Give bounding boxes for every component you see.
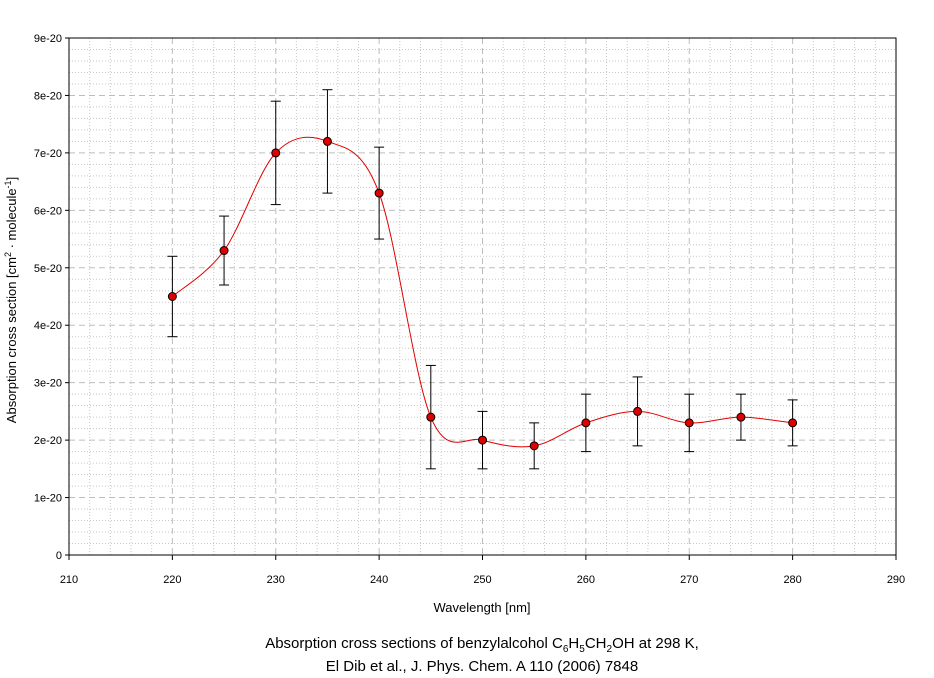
data-point — [426, 412, 436, 422]
caption-prefix: Absorption cross sections of benzylalcoh… — [265, 635, 563, 652]
x-axis-title: Wavelength [nm] — [433, 600, 530, 615]
caption-line-1: Absorption cross sections of benzylalcoh… — [0, 633, 934, 661]
data-point — [478, 435, 487, 445]
x-tick-label: 230 — [267, 574, 285, 586]
y-tick-label: 1e-20 — [34, 493, 62, 505]
data-point — [633, 406, 643, 416]
x-tick-label: 260 — [577, 574, 595, 586]
y-tick-label: 3e-20 — [34, 378, 62, 390]
caption-suffix: OH at 298 K, — [612, 635, 699, 652]
y-tick-label: 9e-20 — [34, 33, 62, 45]
caption-line-2: El Dib et al., J. Phys. Chem. A 110 (200… — [325, 658, 639, 675]
data-point — [167, 292, 177, 301]
y-axis-title-sup2: -1 — [3, 180, 13, 188]
data-point — [684, 418, 694, 428]
data-markers — [167, 136, 798, 451]
minor-grid — [69, 38, 896, 555]
x-tick-label: 210 — [60, 574, 78, 586]
y-tick-label: 6e-20 — [34, 205, 62, 217]
data-point — [271, 148, 281, 158]
caption-h: H — [568, 635, 580, 652]
y-axis-title-prefix: Absorption cross section [cm — [4, 257, 19, 423]
x-axis-ticks: 210 220 230 240 250 260 270 280 290 — [60, 555, 905, 586]
y-tick-label: 0 — [56, 550, 62, 562]
caption-sub-3: 2 — [606, 644, 613, 655]
y-axis-title-suffix: ] — [4, 177, 19, 181]
caption-sub-2: 5 — [579, 644, 585, 655]
x-tick-label: 280 — [783, 574, 801, 586]
y-tick-label: 7e-20 — [34, 148, 62, 160]
caption-sub-1: 6 — [562, 644, 569, 655]
data-point — [736, 412, 746, 422]
data-point — [322, 136, 332, 146]
data-point — [529, 441, 539, 451]
caption-ch: CH — [584, 635, 607, 652]
y-tick-label: 5e-20 — [34, 263, 62, 275]
chart: 210 220 230 240 250 260 270 280 290 0 1e-20 2e-20 3… — [3, 33, 905, 615]
x-tick-label: 290 — [887, 574, 905, 586]
y-tick-label: 4e-20 — [34, 320, 62, 332]
x-tick-label: 240 — [370, 574, 388, 586]
y-axis-title-sup1: 2 — [3, 252, 13, 257]
y-tick-label: 8e-20 — [34, 90, 62, 102]
y-axis-title: Absorption cross section [cm2 · molecule… — [3, 177, 19, 423]
y-axis-ticks: 0 1e-20 2e-20 3e-20 4e-20 5e-20 6e-20 7e-20 8e-2… — [34, 33, 69, 562]
y-tick-label: 2e-20 — [34, 435, 62, 447]
y-axis-title-mid: · molecule — [4, 188, 19, 252]
x-tick-label: 250 — [473, 574, 491, 586]
data-point — [374, 188, 384, 198]
x-tick-label: 220 — [163, 574, 181, 586]
data-point — [581, 418, 591, 428]
data-point — [788, 418, 798, 428]
data-point — [219, 246, 229, 256]
x-tick-label: 270 — [680, 574, 698, 586]
